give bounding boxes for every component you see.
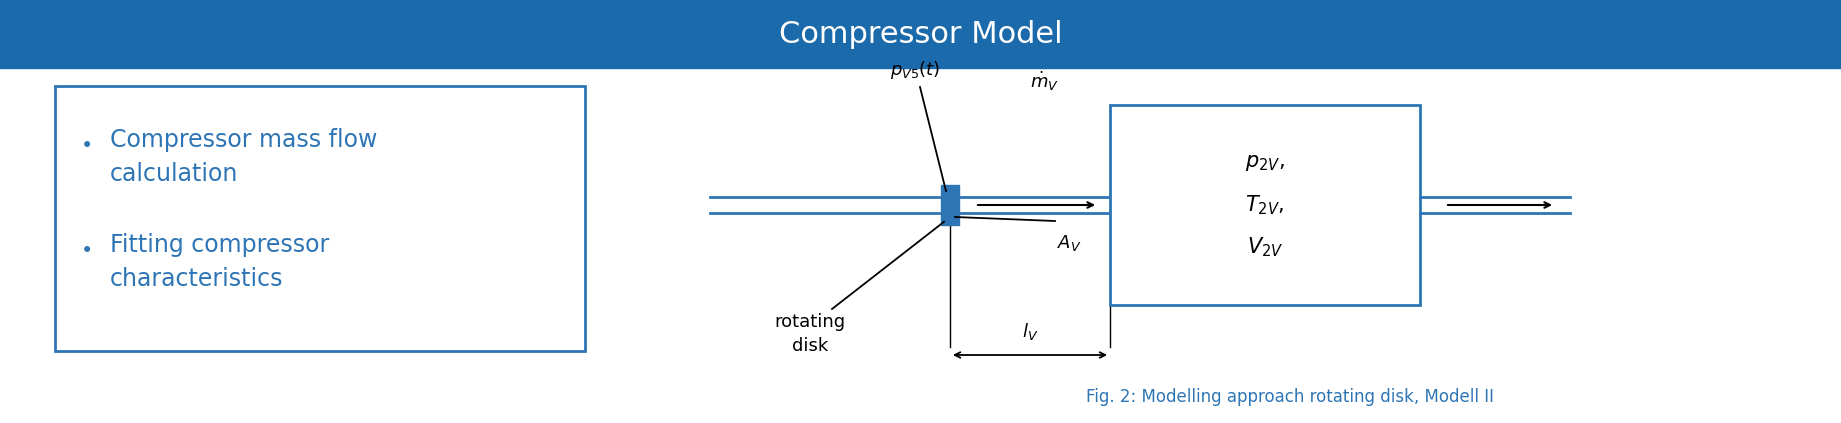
Text: $A_V$: $A_V$ (1057, 233, 1083, 253)
Bar (1110, 105, 1419, 305)
Text: $\dot{m}_V$: $\dot{m}_V$ (1029, 70, 1059, 93)
Text: Fig. 2: Modelling approach rotating disk, Modell II: Fig. 2: Modelling approach rotating disk… (1086, 388, 1495, 406)
Text: Fitting compressor
characteristics: Fitting compressor characteristics (110, 233, 330, 291)
Bar (55, 86, 585, 351)
Text: $T_{2V},$: $T_{2V},$ (1245, 193, 1285, 217)
Text: $V_{2V}$: $V_{2V}$ (1246, 235, 1283, 259)
Text: Compressor Model: Compressor Model (779, 19, 1062, 49)
Bar (941, 185, 959, 225)
Text: $p_{2V},$: $p_{2V},$ (1245, 153, 1285, 173)
Text: $p_{V5}(t)$: $p_{V5}(t)$ (889, 59, 941, 81)
Text: Compressor mass flow
calculation: Compressor mass flow calculation (110, 128, 377, 186)
Text: •: • (81, 136, 94, 156)
Text: •: • (81, 241, 94, 261)
Text: rotating
disk: rotating disk (775, 313, 845, 354)
Bar (0, 0, 1841, 68)
Text: $l_V$: $l_V$ (1022, 321, 1038, 342)
